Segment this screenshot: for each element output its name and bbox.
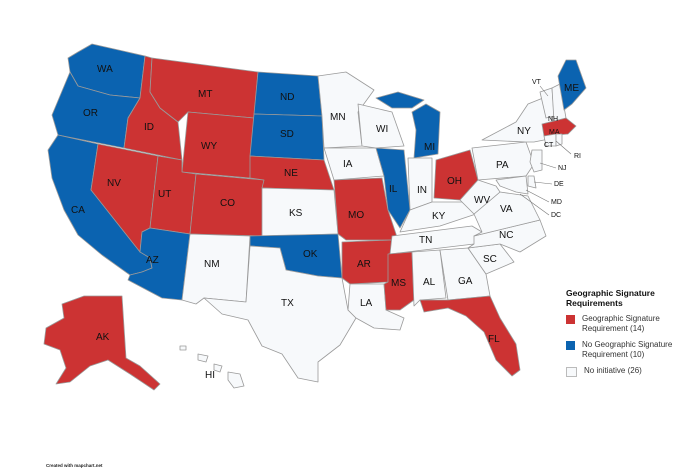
label-ia: IA xyxy=(343,159,353,170)
state-il xyxy=(375,147,411,229)
label-ga: GA xyxy=(458,276,473,287)
state-wy xyxy=(181,111,255,179)
state-ga xyxy=(439,247,491,301)
legend-swatch-blue xyxy=(566,341,575,350)
state-wi xyxy=(357,103,405,149)
label-nh: NH xyxy=(548,116,558,123)
legend-item-geographic: Geographic Signature Requirement (14) xyxy=(566,314,674,334)
label-il: IL xyxy=(389,184,398,195)
label-ut: UT xyxy=(158,189,171,200)
state-ri xyxy=(555,133,563,147)
state-tx xyxy=(203,245,357,383)
label-hi: HI xyxy=(205,370,215,381)
label-wi: WI xyxy=(376,124,388,135)
state-de xyxy=(527,175,537,189)
label-ak: AK xyxy=(96,332,110,343)
label-co: CO xyxy=(220,198,235,209)
legend-swatch-red xyxy=(566,315,575,324)
state-hi xyxy=(179,345,245,389)
label-sc: SC xyxy=(483,254,497,265)
state-ar xyxy=(341,239,393,285)
legend-label-no-initiative: No initiative (26) xyxy=(584,366,642,375)
label-pa: PA xyxy=(496,160,509,171)
label-sd: SD xyxy=(280,129,294,140)
label-ar: AR xyxy=(357,259,371,270)
label-nj: NJ xyxy=(558,165,567,172)
state-md xyxy=(495,175,529,195)
legend-item-no-initiative: No initiative (26) xyxy=(566,366,674,377)
legend-swatch-white xyxy=(566,367,577,377)
label-va: VA xyxy=(500,204,513,215)
label-mi: MI xyxy=(424,142,435,153)
label-ky: KY xyxy=(432,211,446,222)
label-la: LA xyxy=(360,298,373,309)
label-nm: NM xyxy=(204,259,220,270)
legend-label-no-geographic: No Geographic Signature Requirement (10) xyxy=(582,340,673,359)
label-ri: RI xyxy=(574,153,581,160)
label-vt: VT xyxy=(532,79,542,86)
label-ny: NY xyxy=(517,126,531,137)
state-mi xyxy=(411,103,441,159)
label-md: MD xyxy=(551,199,562,206)
label-mn: MN xyxy=(330,112,346,123)
label-wa: WA xyxy=(97,64,113,75)
state-me xyxy=(557,59,587,111)
state-fl xyxy=(419,295,521,377)
label-nd: ND xyxy=(280,92,294,103)
map-legend: Geographic Signature Requirements Geogra… xyxy=(566,288,674,383)
state-in xyxy=(407,157,433,211)
label-nv: NV xyxy=(107,178,121,189)
label-tn: TN xyxy=(419,235,432,246)
legend-label-geographic: Geographic Signature Requirement (14) xyxy=(582,314,660,333)
label-me: ME xyxy=(564,83,579,94)
label-ct: CT xyxy=(544,142,554,149)
label-in: IN xyxy=(417,185,427,196)
state-nc xyxy=(467,219,547,253)
state-labels: WA OR CA NV ID MT WY UT CO AZ NM ND SD N… xyxy=(71,64,581,381)
label-fl: FL xyxy=(488,334,500,345)
state-ak xyxy=(43,295,161,391)
state-mi-up xyxy=(375,91,425,109)
label-id: ID xyxy=(144,122,154,133)
label-al: AL xyxy=(423,277,436,288)
label-nc: NC xyxy=(499,230,513,241)
credit-text: Created with mapchart.net xyxy=(46,463,103,468)
label-ne: NE xyxy=(284,168,298,179)
label-wv: WV xyxy=(474,195,490,206)
label-ks: KS xyxy=(289,208,303,219)
state-ia xyxy=(323,147,385,181)
label-de: DE xyxy=(554,181,564,188)
leader-lines xyxy=(519,85,572,216)
label-or: OR xyxy=(83,108,98,119)
label-oh: OH xyxy=(447,176,462,187)
legend-title: Geographic Signature Requirements xyxy=(566,288,655,308)
label-ms: MS xyxy=(391,278,406,289)
label-ma: MA xyxy=(549,129,560,136)
label-tx: TX xyxy=(281,298,294,309)
label-dc: DC xyxy=(551,212,561,219)
legend-item-no-geographic: No Geographic Signature Requirement (10) xyxy=(566,340,674,360)
label-wy: WY xyxy=(201,141,217,152)
state-pa xyxy=(471,141,535,181)
state-nj xyxy=(529,149,543,173)
state-al xyxy=(411,249,447,307)
state-ma xyxy=(541,117,577,137)
label-mo: MO xyxy=(348,210,364,221)
label-ok: OK xyxy=(303,249,318,260)
label-mt: MT xyxy=(198,89,212,100)
label-ca: CA xyxy=(71,205,85,216)
label-az: AZ xyxy=(146,255,159,266)
